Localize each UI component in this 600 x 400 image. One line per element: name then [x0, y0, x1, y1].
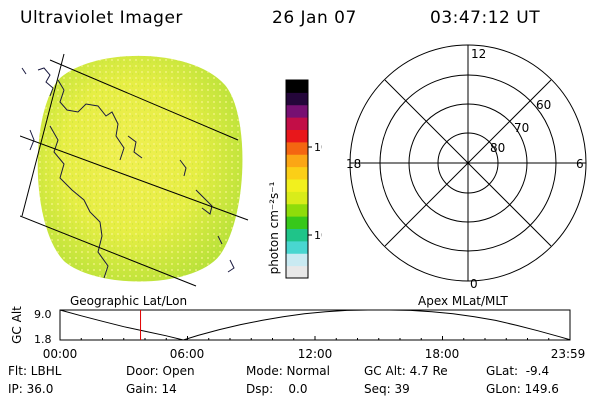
image-panel-label: Geographic Lat/Lon: [70, 294, 188, 308]
y-tick-1-8: 1.8: [34, 333, 52, 346]
colorbar-band: [286, 92, 308, 106]
colorbar-band: [286, 216, 308, 229]
time-label: 03:47:12 UT: [430, 8, 541, 28]
info-flt: Flt: LBHL: [8, 364, 62, 378]
grid-lines: [20, 53, 249, 287]
mlt-label-12: 12: [471, 47, 486, 61]
mlt-label-0: 0: [470, 277, 478, 291]
info-gcalt: GC Alt: 4.7 Re: [364, 364, 448, 378]
altitude-plot-frame: [59, 309, 571, 341]
info-glon: GLon: 149.6: [486, 382, 559, 396]
polar-panel-label: Apex MLat/MLT: [418, 294, 508, 308]
colorbar-band: [286, 228, 308, 242]
info-glat: GLat: -9.4: [486, 364, 550, 378]
colorbar-unit-label: photon cm⁻²s⁻¹: [267, 181, 281, 274]
mlt-label-18: 18: [346, 157, 361, 171]
coastline-overlay: [21, 67, 235, 279]
mlat-label-70: 70: [514, 121, 529, 135]
colorbar-tick-10: 10: [314, 229, 322, 242]
colorbar-band: [286, 240, 308, 254]
info-mode: Mode: Normal: [246, 364, 330, 378]
altitude-chart: GC Alt 9.0 1.8 00:00 06:00 12:00 18:00 2…: [10, 306, 586, 361]
info-seq: Seq: 39: [364, 382, 410, 396]
colorbar-band: [286, 265, 308, 279]
x-tick-0000: 00:00: [43, 347, 78, 361]
colorbar-band: [286, 141, 308, 155]
colorbar-band: [286, 80, 308, 93]
y-tick-9: 9.0: [34, 308, 52, 321]
colorbar-band: [286, 117, 308, 130]
colorbar-band: [286, 129, 308, 143]
info-dsp: Dsp: 0.0: [246, 382, 308, 396]
altitude-series-line: [59, 309, 570, 341]
colorbar-band: [286, 166, 308, 180]
colorbar-band: [286, 154, 308, 168]
x-tick-1800: 18:00: [425, 347, 460, 361]
colorbar: 100 10 photon cm⁻²s⁻¹: [267, 79, 322, 279]
mlat-label-60: 60: [536, 98, 551, 112]
colorbar-band: [286, 191, 308, 205]
x-tick-2359: 23:59: [551, 347, 586, 361]
colorbar-tick-100: 100: [314, 141, 322, 154]
info-gain: Gain: 14: [126, 382, 177, 396]
x-tick-1200: 12:00: [298, 347, 333, 361]
colorbar-band: [286, 179, 308, 192]
x-tick-0600: 06:00: [170, 347, 205, 361]
info-ip: IP: 36.0: [8, 382, 54, 396]
polar-grid: 12 18 6 0 60 70 80: [346, 44, 587, 291]
colorbar-band: [286, 203, 308, 217]
uv-image: [20, 53, 249, 287]
instrument-title: Ultraviolet Imager: [20, 8, 183, 28]
y-axis-label: GC Alt: [10, 306, 24, 344]
colorbar-band: [286, 104, 308, 118]
mlat-label-80: 80: [490, 141, 505, 155]
mlt-label-6: 6: [576, 157, 584, 171]
info-door: Door: Open: [126, 364, 195, 378]
colorbar-band: [286, 253, 308, 267]
date-label: 26 Jan 07: [272, 8, 357, 28]
